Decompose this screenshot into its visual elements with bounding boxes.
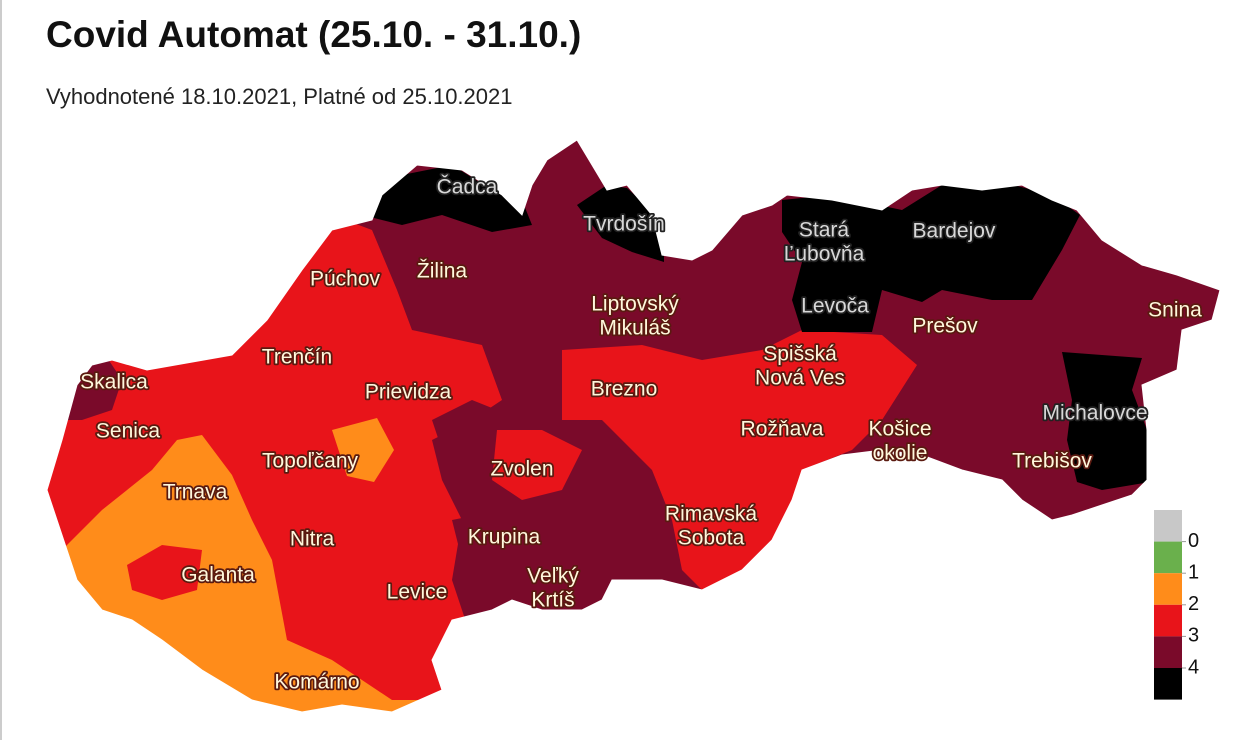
legend-label: 0 [1188,530,1199,552]
district-label: Rožňava [741,418,824,441]
legend-swatch [1154,541,1182,574]
legend-swatch [1154,604,1182,637]
legend: 0 1 2 3 4 [1154,510,1199,700]
title: Covid Automat (25.10. - 31.10.) [46,14,582,55]
district-label: Krupina [468,526,541,549]
district-label: Tvrdošín [583,213,665,236]
district-label: Rimavská [665,503,758,526]
district-label: Levice [387,581,448,604]
district-label: Trnava [163,481,228,504]
district-label: Sobota [678,527,745,550]
district-label: Krtíš [531,589,574,612]
district-label: Zvolen [490,458,553,481]
district-label: Ľubovňa [784,243,865,266]
district-label: Liptovský [591,293,679,316]
region-level-3 [127,545,202,600]
district-label: Mikuláš [599,317,670,340]
subtitle: Vyhodnotené 18.10.2021, Platné od 25.10.… [46,84,513,109]
district-label: Stará [799,219,850,242]
district-label: Prievidza [365,381,452,404]
district-label: Spišská [763,343,837,366]
region-level-4 [432,400,497,480]
district-label: Nová Ves [755,367,845,390]
district-label: Komárno [274,671,359,694]
district-label: Púchov [310,268,381,291]
district-label: okolie [873,442,928,465]
district-label: Levoča [801,295,869,318]
region-level-5 [1062,352,1150,490]
legend-swatch [1154,573,1182,605]
region-level-5 [782,182,1080,332]
region-level-5 [362,165,532,232]
district-label: Michalovce [1042,402,1147,425]
district-label: Trebišov [1012,450,1092,473]
district-label: Galanta [181,564,255,587]
district-label: Topoľčany [262,450,359,473]
legend-label: 1 [1188,561,1199,583]
region-level-3 [492,430,582,500]
district-label: Skalica [80,371,148,394]
legend-swatch [1154,636,1182,668]
legend-label: 4 [1188,656,1199,678]
region-level-2 [332,418,394,482]
region-level-5 [577,185,664,262]
district-label: Nitra [290,528,335,551]
district-label: Prešov [912,315,978,338]
legend-swatch [1154,668,1182,700]
district-label: Senica [96,420,161,443]
district-label: Bardejov [913,220,996,243]
legend-label: 2 [1188,593,1199,615]
region-level-4 [452,500,612,615]
district-label: Čadca [437,176,498,199]
region-level-3 [562,330,917,590]
district-label: Veľký [527,565,579,588]
district-label: Trenčín [262,346,332,369]
district-label: Snina [1148,299,1202,322]
district-label: Košice [868,418,931,441]
district-label: Brezno [591,378,658,401]
district-label: Žilina [417,260,468,283]
legend-label: 3 [1188,625,1199,647]
legend-swatch [1154,510,1182,542]
